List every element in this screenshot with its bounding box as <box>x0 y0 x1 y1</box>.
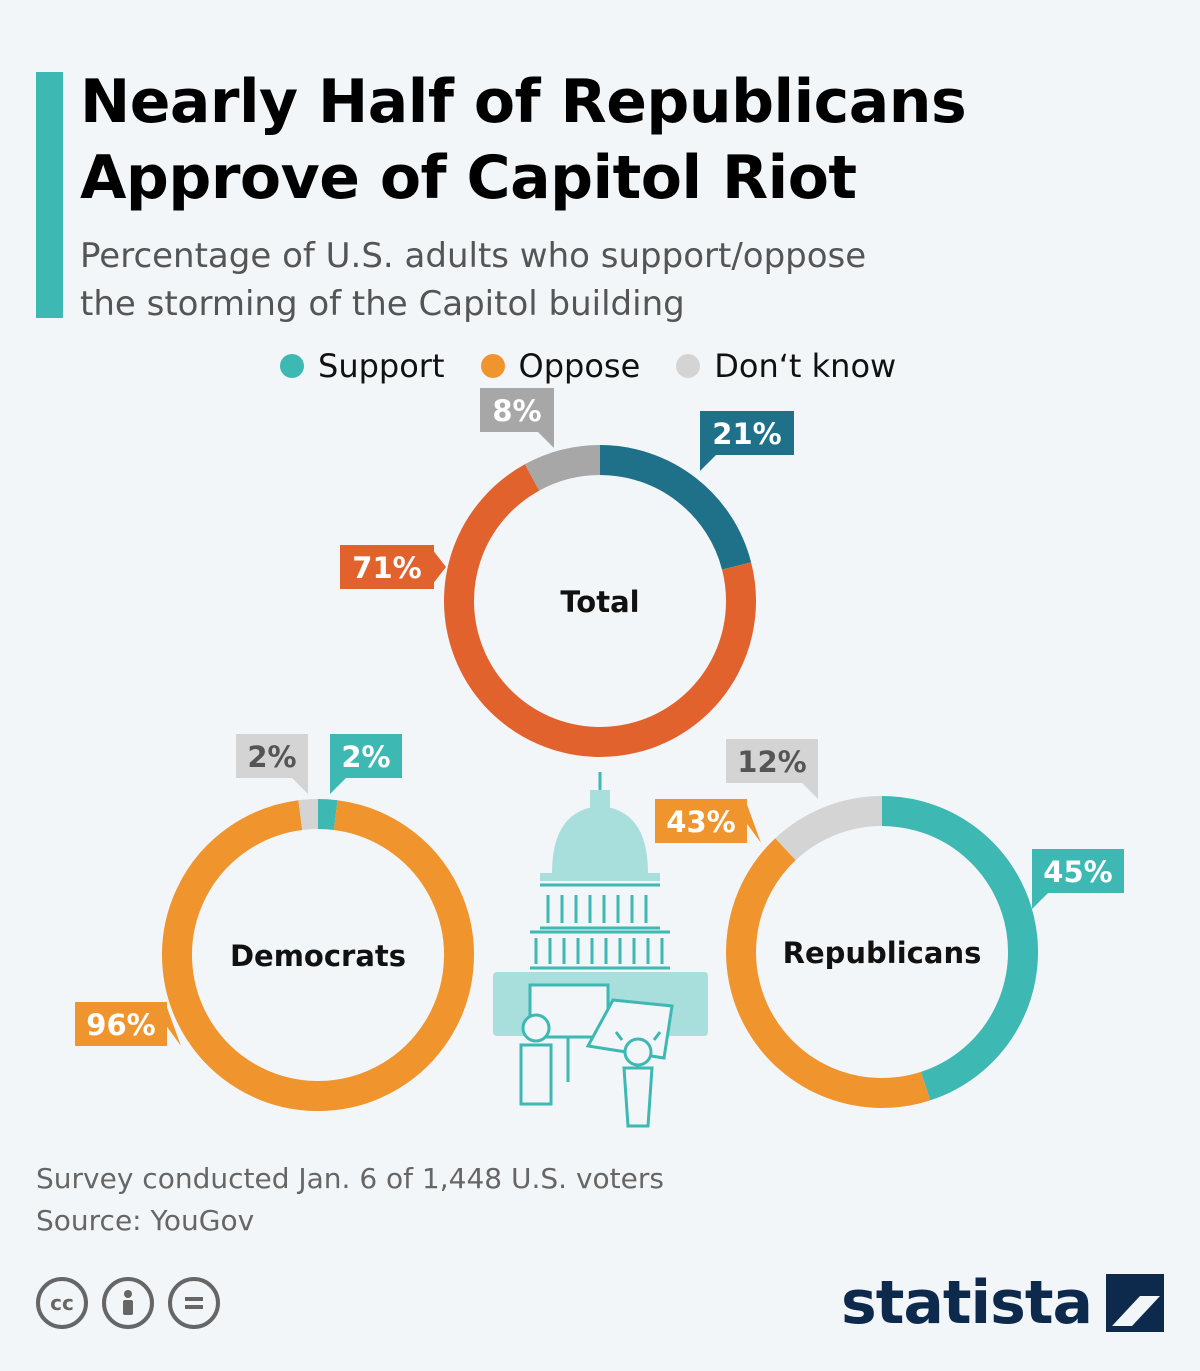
donut-republicans: Republicans 45% 43%12% <box>655 739 1124 1108</box>
callout-democrats-dont-know: 2% <box>236 734 308 794</box>
callout-republicans-support: 45% <box>1032 849 1124 909</box>
legend-item-support: Support <box>280 347 445 385</box>
accent-bar <box>36 72 63 318</box>
legend-dot-dont-know <box>676 354 701 378</box>
brand-name: statista <box>840 1268 1093 1338</box>
data-label-republicans-support: 45% <box>1043 855 1112 889</box>
title-line-2: Approve of Capitol Riot <box>80 143 857 213</box>
data-label-democrats-dont-know: 2% <box>247 740 296 774</box>
callout-total-support: 21% <box>700 411 794 471</box>
legend-item-oppose: Oppose <box>480 347 641 385</box>
donut-segment-republicans-dont-know <box>775 796 883 861</box>
donut-segment-total-oppose <box>444 464 756 757</box>
callout-republicans-oppose: 43% <box>655 799 761 843</box>
legend-label-oppose: Oppose <box>518 347 641 385</box>
subtitle-line-1: Percentage of U.S. adults who support/op… <box>80 236 867 276</box>
callout-democrats-oppose: 96% <box>75 1002 181 1046</box>
no-derivatives-icon[interactable] <box>168 1277 220 1329</box>
donut-center-label-total: Total <box>560 585 639 619</box>
subtitle: Percentage of U.S. adults who support/op… <box>80 232 980 328</box>
donut-democrats: Democrats 2% 96% 2% <box>75 734 474 1111</box>
data-label-democrats-oppose: 96% <box>86 1008 155 1042</box>
footnote: Survey conducted Jan. 6 of 1,448 U.S. vo… <box>36 1158 664 1242</box>
attribution-icon[interactable] <box>102 1277 154 1329</box>
donut-segment-democrats-support <box>317 798 338 831</box>
statista-logo[interactable]: statista <box>841 1268 1164 1338</box>
legend-label-support: Support <box>318 347 445 385</box>
data-label-total-support: 21% <box>712 417 781 451</box>
statista-logo-icon <box>1106 1274 1164 1332</box>
donut-center-label-democrats: Democrats <box>230 939 406 973</box>
capitol-illustration-icon <box>493 772 708 1128</box>
page-title: Nearly Half of Republicans Approve of Ca… <box>80 64 1160 216</box>
data-label-democrats-support: 2% <box>341 740 390 774</box>
title-line-1: Nearly Half of Republicans <box>80 67 967 137</box>
donut-segment-republicans-support <box>881 796 1038 1101</box>
donut-total: Total 21% 71% 8% <box>340 388 794 757</box>
callout-democrats-support: 2% <box>330 734 402 794</box>
callout-total-dont-know: 8% <box>480 388 554 448</box>
survey-note: Survey conducted Jan. 6 of 1,448 U.S. vo… <box>36 1162 664 1195</box>
legend-dot-support <box>280 354 304 378</box>
data-label-republicans-dont-know: 12% <box>737 745 806 779</box>
legend-item-dont-know: Don‘t know <box>676 347 896 385</box>
donut-center-label-republicans: Republicans <box>783 936 982 970</box>
legend-label-dont-know: Don‘t know <box>714 347 897 385</box>
data-label-republicans-oppose: 43% <box>666 805 735 839</box>
donut-segment-total-dont-know <box>524 445 601 491</box>
legend: Support Oppose Don‘t know <box>280 346 896 386</box>
callout-total-oppose: 71% <box>340 545 446 589</box>
callout-republicans-dont-know: 12% <box>726 739 818 799</box>
subtitle-line-2: the storming of the Capitol building <box>80 284 685 324</box>
legend-dot-oppose <box>480 354 505 378</box>
data-label-total-oppose: 71% <box>352 551 421 585</box>
donut-segment-republicans-oppose <box>726 838 931 1108</box>
donut-segment-total-support <box>599 445 752 570</box>
donut-segment-democrats-dont-know <box>298 798 319 831</box>
license-icons: cc <box>36 1277 220 1329</box>
donut-segment-democrats-oppose <box>162 800 474 1111</box>
source-note: Source: YouGov <box>36 1204 255 1237</box>
data-label-total-dont-know: 8% <box>492 394 541 428</box>
cc-icon[interactable]: cc <box>36 1277 88 1329</box>
